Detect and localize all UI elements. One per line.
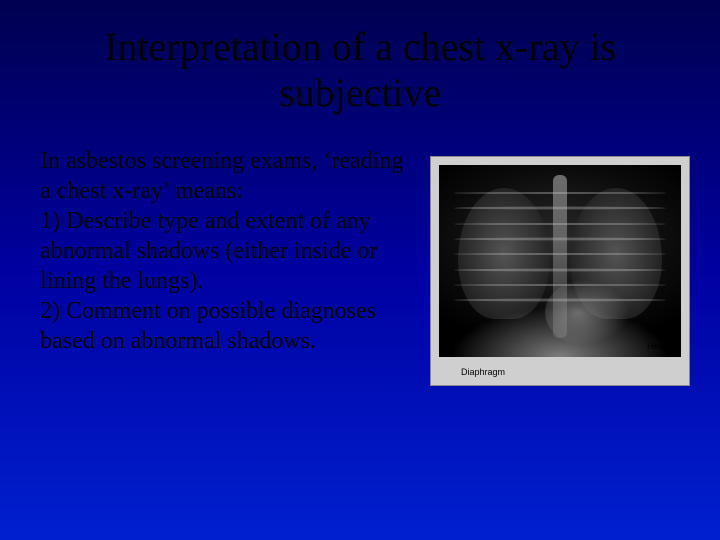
body-text: In asbestos screening exams, ‘reading a … xyxy=(40,146,410,386)
diaphragm-shape xyxy=(451,307,669,357)
image-container: Diaphragm Heart xyxy=(430,146,690,386)
xray-film xyxy=(439,165,681,357)
rib-line xyxy=(454,268,667,271)
slide-title: Interpretation of a chest x-ray is subje… xyxy=(0,0,720,126)
label-diaphragm: Diaphragm xyxy=(461,367,505,377)
rib-line xyxy=(454,284,667,286)
label-heart: Heart xyxy=(647,341,669,351)
rib-line xyxy=(454,192,667,194)
rib-line xyxy=(454,253,667,255)
chest-xray-image: Diaphragm Heart xyxy=(430,156,690,386)
rib-line xyxy=(454,223,667,225)
rib-line xyxy=(454,238,667,241)
content-row: In asbestos screening exams, ‘reading a … xyxy=(0,126,720,386)
